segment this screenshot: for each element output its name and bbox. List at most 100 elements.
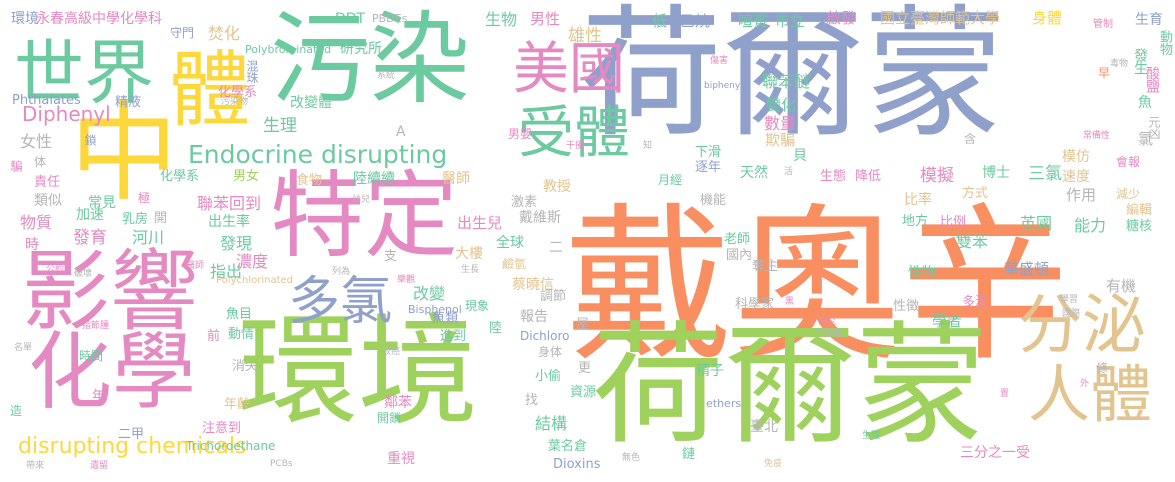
cloud-word-w165: 時 (25, 237, 39, 253)
cloud-word-w101: 發育 (73, 228, 107, 248)
cloud-word-w109: 老師 (724, 232, 751, 247)
cloud-word-w114: 雙苯 (956, 232, 989, 251)
cloud-word-w028: 動物 (1157, 30, 1172, 55)
cloud-word-w054: 元凶 (1147, 116, 1161, 139)
cloud-word-w175: 列為 (332, 267, 351, 277)
cloud-word-w152: Bisphenol (408, 303, 462, 316)
cloud-word-w147: 身体 (538, 345, 563, 359)
cloud-word-w005: 污染 (270, 1, 470, 118)
cloud-word-w181: 傷害 (710, 56, 729, 66)
cloud-word-w026: 生育 (1135, 12, 1163, 28)
cloud-word-w035: 乙烷 (680, 12, 711, 30)
cloud-word-w017: Endocrine disrupting (188, 140, 448, 169)
cloud-word-w100: 能力 (1074, 216, 1107, 235)
cloud-word-w161: 騙 (9, 160, 23, 172)
cloud-word-w090: 聯苯回到 (197, 194, 262, 213)
cloud-word-w003: 荷爾蒙 (592, 309, 988, 463)
cloud-word-w111: 奪主 (752, 259, 779, 274)
cloud-word-w057: 數量 (764, 114, 797, 133)
cloud-word-w015: 人體 (1028, 358, 1153, 431)
cloud-word-w092: 教授 (543, 179, 571, 195)
cloud-word-w009: 化學 (28, 323, 197, 421)
cloud-word-w022: DDT (335, 11, 366, 27)
cloud-word-w132: 注意到 (202, 421, 242, 436)
cloud-word-w102: 河川 (132, 228, 165, 247)
cloud-word-w198: 帶來 (26, 461, 45, 471)
cloud-word-w099: 英國 (1020, 214, 1053, 233)
cloud-word-w173: 醫師 (186, 261, 205, 271)
cloud-word-w037: 市立 (775, 12, 806, 30)
cloud-word-w061: 下滑 (695, 145, 722, 160)
cloud-word-w129: 動情 (228, 327, 255, 342)
cloud-word-w128: 魚目 (226, 307, 253, 322)
cloud-word-w053: 魚 (1138, 95, 1152, 111)
cloud-word-w172: 指節腫 (82, 321, 110, 331)
cloud-word-w113: 性物 (908, 265, 936, 281)
cloud-word-w046: 女性 (20, 132, 53, 151)
cloud-word-w047: 生理 (263, 116, 297, 136)
cloud-word-w151: 陸 (489, 321, 503, 336)
cloud-word-w180: 污染物 (221, 97, 249, 107)
cloud-word-w138: 資源 (570, 385, 597, 400)
cloud-word-w088: 物質 (20, 213, 53, 232)
cloud-word-w010: 世界 (14, 32, 154, 114)
cloud-word-w189: 生物體 (815, 329, 843, 339)
cloud-word-w131: 年齡 (224, 397, 251, 412)
cloud-word-w085: 加速 (76, 207, 104, 223)
cloud-word-w121: 報告 (520, 309, 548, 325)
cloud-word-w163: 体 (34, 155, 47, 169)
cloud-word-w174: 幼兒 (352, 195, 371, 205)
cloud-word-w040: 焚化 (208, 24, 241, 43)
cloud-word-w139: 小偷 (535, 369, 562, 384)
cloud-word-w062: 逐年 (695, 160, 722, 175)
cloud-word-w059: 含 (964, 132, 977, 146)
cloud-word-w157: 屋 (576, 317, 590, 332)
cloud-word-w162: 鎖 (83, 134, 97, 146)
cloud-word-w185: 知 (643, 141, 653, 151)
cloud-word-w118: 改變 (413, 284, 446, 303)
cloud-word-w130: 消失 (232, 359, 259, 374)
cloud-word-w191: 國際 (1062, 309, 1081, 319)
cloud-word-w194: 免疫 (764, 459, 783, 469)
cloud-word-w123: 科學家 (735, 297, 775, 312)
cloud-word-w076: 模仿 (1062, 149, 1090, 165)
cloud-word-w036: 喧賓 (738, 12, 769, 30)
cloud-word-w031: 生物 (485, 10, 518, 29)
cloud-word-w082: 糖核 (1126, 219, 1153, 234)
cloud-word-w122: 調節 (540, 289, 567, 304)
cloud-word-w083: 常見 (88, 195, 116, 211)
cloud-word-w166: 公約 (46, 265, 65, 275)
cloud-word-w171: 名單 (14, 343, 33, 353)
cloud-word-w077: 速度 (1062, 169, 1090, 185)
cloud-word-w104: 全球 (496, 235, 524, 251)
cloud-word-w041: 混珠 (245, 60, 259, 83)
cloud-word-w154: 找 (525, 393, 539, 408)
cloud-word-w187: 黑 (785, 297, 795, 307)
cloud-word-w086: 乳房 (122, 212, 149, 227)
cloud-word-w045: 改變體 (290, 95, 332, 111)
cloud-word-w190: 學習 (1060, 295, 1079, 305)
cloud-word-w012: 美國 (513, 37, 625, 102)
cloud-word-w170: 造 (10, 404, 23, 418)
cloud-word-w033: 雄性 (568, 26, 602, 46)
cloud-word-w016: 多氯 (288, 272, 393, 332)
cloud-word-w115: 有機 (1106, 277, 1137, 295)
cloud-word-w013: 受體 (518, 101, 630, 166)
cloud-word-w068: 陸續續 (353, 171, 395, 187)
cloud-word-w117: 濃度 (236, 252, 269, 271)
cloud-word-w195: 生殖 (862, 431, 881, 441)
cloud-word-w140: 精子 (696, 363, 724, 379)
cloud-word-w007: 特定 (270, 162, 459, 271)
cloud-word-w097: 地方 (902, 214, 929, 229)
cloud-word-w137: 重視 (387, 451, 415, 467)
cloud-word-w056: 變化 (766, 96, 797, 114)
cloud-word-w179: 系統 (377, 71, 396, 81)
cloud-word-w008: 影響 (22, 240, 199, 343)
cloud-word-w093: 戴維斯 (519, 210, 561, 226)
cloud-word-w127: 時間 (79, 349, 104, 363)
cloud-word-w096: 方式 (962, 186, 989, 201)
cloud-word-w052: 酸鹽 (1144, 66, 1160, 93)
cloud-word-w186: 活 (784, 167, 794, 177)
cloud-word-w136: 鄰苯 (384, 395, 412, 411)
